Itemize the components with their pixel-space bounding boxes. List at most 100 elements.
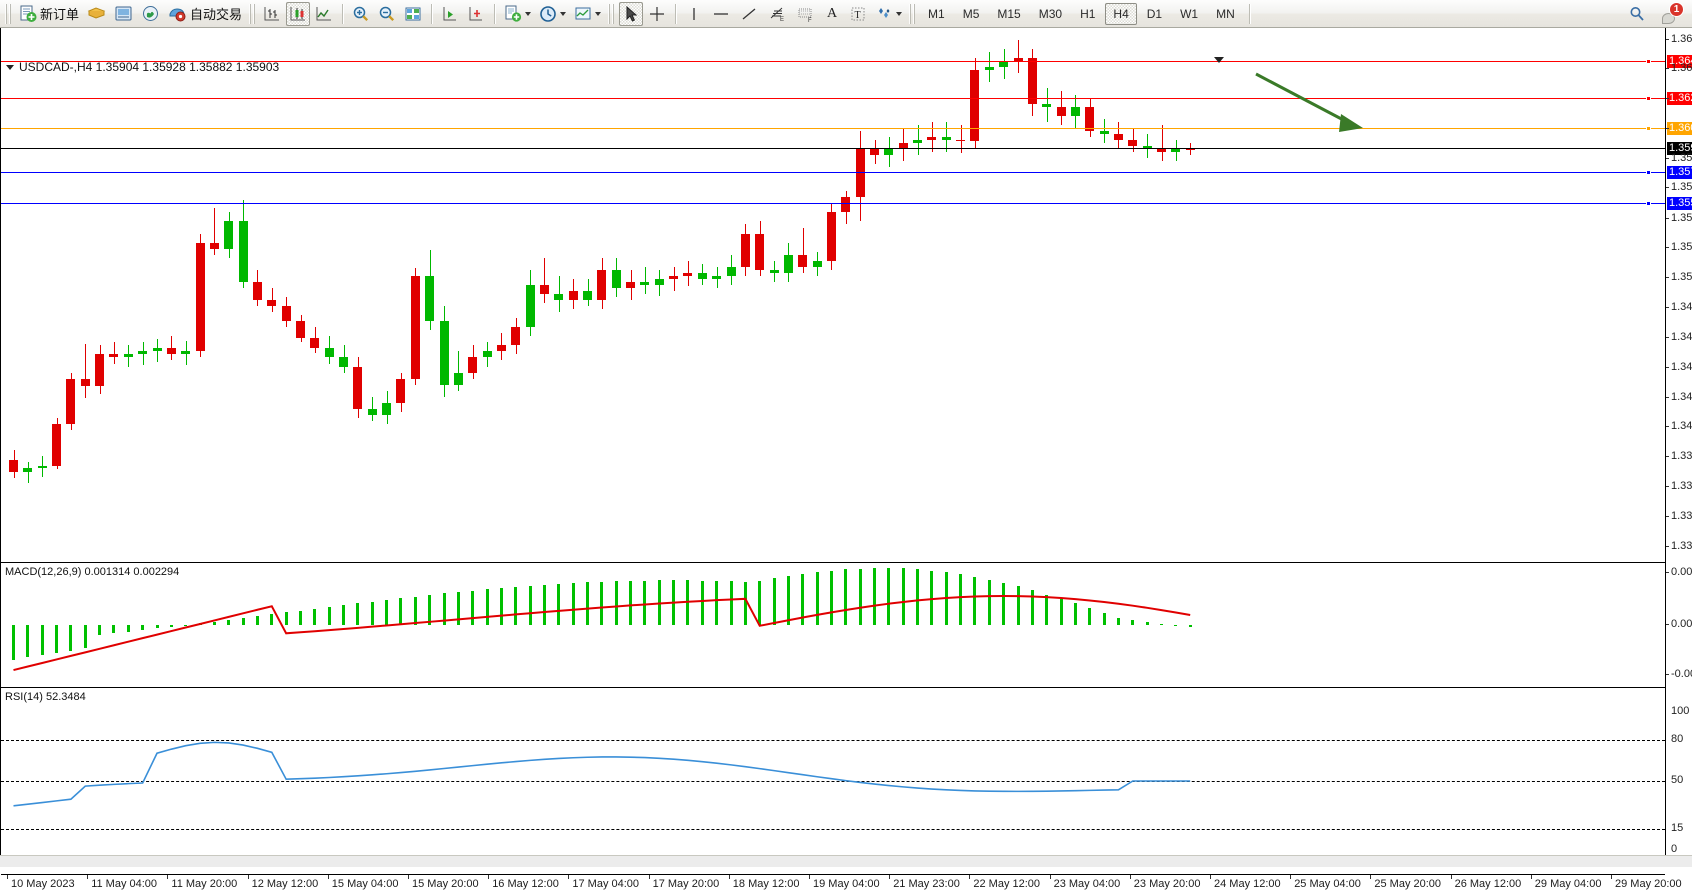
macd-histogram-bar xyxy=(184,625,188,626)
timeframe-m1[interactable]: M1 xyxy=(928,6,945,21)
macd-histogram-bar xyxy=(930,570,934,625)
auto-trading-button[interactable]: 自动交易 xyxy=(165,2,245,26)
zoom-in-button[interactable] xyxy=(349,2,373,26)
text-label-button[interactable]: T xyxy=(846,2,870,26)
macd-histogram-bar xyxy=(313,608,317,625)
macd-axis-tick xyxy=(1666,572,1669,573)
toolbar-grip[interactable] xyxy=(5,3,12,24)
grid-button[interactable] xyxy=(401,2,425,26)
macd-histogram-bar xyxy=(772,578,776,625)
templates-chevron-down-icon[interactable] xyxy=(595,11,602,16)
macd-histogram-bar xyxy=(715,580,719,625)
hline-button[interactable] xyxy=(708,2,734,26)
candle-body xyxy=(382,402,392,415)
candle-body xyxy=(511,327,521,346)
fibo-button[interactable]: E xyxy=(764,2,790,26)
data-window-button[interactable] xyxy=(84,2,109,26)
toolbar-divider-5 xyxy=(1248,3,1250,24)
vline-button[interactable] xyxy=(682,2,706,26)
time-axis-tick xyxy=(1450,875,1452,879)
price-level-handle[interactable] xyxy=(1646,95,1651,101)
timeframe-d1[interactable]: D1 xyxy=(1146,6,1163,21)
timeframe-m30[interactable]: M30 xyxy=(1038,6,1063,21)
candle-wick xyxy=(1161,124,1163,161)
scroll-end-button[interactable] xyxy=(438,2,462,26)
candle-body xyxy=(1157,148,1166,152)
macd-pane[interactable]: MACD(12,26,9) 0.001314 0.002294 xyxy=(1,562,1665,684)
market-watch-button[interactable] xyxy=(138,2,163,26)
cursor-button[interactable] xyxy=(619,1,644,26)
toolbar-grip-2[interactable] xyxy=(249,3,257,24)
macd-histogram-bar xyxy=(514,586,518,625)
timeframe-m5[interactable]: M5 xyxy=(962,6,980,21)
price-level-line-resistance[interactable] xyxy=(1,95,1665,101)
text-button[interactable]: A xyxy=(820,2,844,26)
timeframe-m15[interactable]: M15 xyxy=(997,6,1021,21)
bar-chart-button[interactable] xyxy=(260,2,284,26)
objects-chevron-down-icon[interactable] xyxy=(896,11,903,16)
new-order-button[interactable]: 新订单 xyxy=(16,2,82,26)
price-level-handle[interactable] xyxy=(1646,59,1651,65)
toolbar-grip-4[interactable] xyxy=(909,3,917,24)
timeframe-h4[interactable]: H4 xyxy=(1105,2,1137,25)
macd-histogram-bar xyxy=(1131,620,1135,625)
price-level-handle[interactable] xyxy=(1646,170,1651,176)
toolbar-divider-2 xyxy=(431,3,433,24)
objects-icon xyxy=(879,7,890,18)
time-axis-label: 18 May 12:00 xyxy=(732,878,800,890)
navigator-button[interactable] xyxy=(111,2,136,26)
chart-menu-chevron-icon[interactable] xyxy=(6,65,14,70)
price-axis-tick xyxy=(1666,68,1669,70)
macd-histogram-bar xyxy=(858,568,862,625)
toolbar-divider-3 xyxy=(494,3,496,24)
candlestick-chart-button[interactable] xyxy=(286,1,311,26)
toolbar-grip-3[interactable] xyxy=(608,3,616,24)
notification-button[interactable]: 1 xyxy=(1660,1,1684,25)
price-level-line-resistance[interactable] xyxy=(1,59,1665,65)
macd-histogram-bar xyxy=(12,625,15,660)
price-level-handle[interactable] xyxy=(1646,201,1651,207)
svg-text:F: F xyxy=(808,18,812,23)
price-axis-tick xyxy=(1666,485,1669,487)
templates-button[interactable] xyxy=(571,2,604,26)
candle-body xyxy=(425,275,435,322)
price-pane[interactable] xyxy=(1,28,1665,560)
indicators-button[interactable] xyxy=(501,2,534,26)
zoom-in-icon xyxy=(353,6,369,21)
price-level-line-support[interactable] xyxy=(1,201,1665,207)
period-chevron-down-icon[interactable] xyxy=(560,11,567,16)
status-bar xyxy=(0,855,1692,867)
chart-area[interactable]: USDCAD-,H4 1.35904 1.35928 1.35882 1.359… xyxy=(0,28,1692,895)
objects-button[interactable] xyxy=(872,2,905,26)
candle-body xyxy=(941,136,951,140)
candle-body xyxy=(884,148,894,155)
price-axis[interactable]: 1.36481 1.36240 1.36037 1.35903 1.35744 1.355… xyxy=(1665,28,1692,867)
candle-body xyxy=(310,337,320,349)
crosshair-button[interactable] xyxy=(645,2,669,26)
price-level-handle[interactable] xyxy=(1646,126,1651,132)
zoom-out-button[interactable] xyxy=(375,2,399,26)
price-level-tag-support: 1.35541 xyxy=(1667,197,1692,211)
timeframe-mn[interactable]: MN xyxy=(1216,6,1235,21)
search-button[interactable] xyxy=(1625,2,1649,26)
time-axis-tick xyxy=(7,875,8,879)
candle-body xyxy=(123,354,133,358)
price-level-line-support[interactable] xyxy=(1,170,1665,176)
line-chart-button[interactable] xyxy=(312,2,336,26)
trendline-button[interactable] xyxy=(736,2,762,26)
rsi-pane[interactable]: RSI(14) 52.3484 xyxy=(1,687,1665,874)
price-axis-tick xyxy=(1666,38,1669,40)
timeframe-h1[interactable]: H1 xyxy=(1080,6,1096,21)
candle-body xyxy=(798,254,808,267)
indicators-icon xyxy=(505,5,522,22)
chart-shift-icon xyxy=(469,6,483,20)
price-level-line-bid[interactable] xyxy=(1,148,1665,150)
channel-button[interactable]: F xyxy=(792,2,818,26)
price-level-line-pivot[interactable] xyxy=(1,126,1665,132)
timeframe-w1[interactable]: W1 xyxy=(1180,6,1199,21)
candle-body xyxy=(224,221,234,249)
macd-histogram-bar xyxy=(959,574,963,625)
chart-shift-button[interactable] xyxy=(464,2,488,26)
indicators-chevron-down-icon[interactable] xyxy=(525,11,532,16)
period-button[interactable] xyxy=(536,2,569,26)
